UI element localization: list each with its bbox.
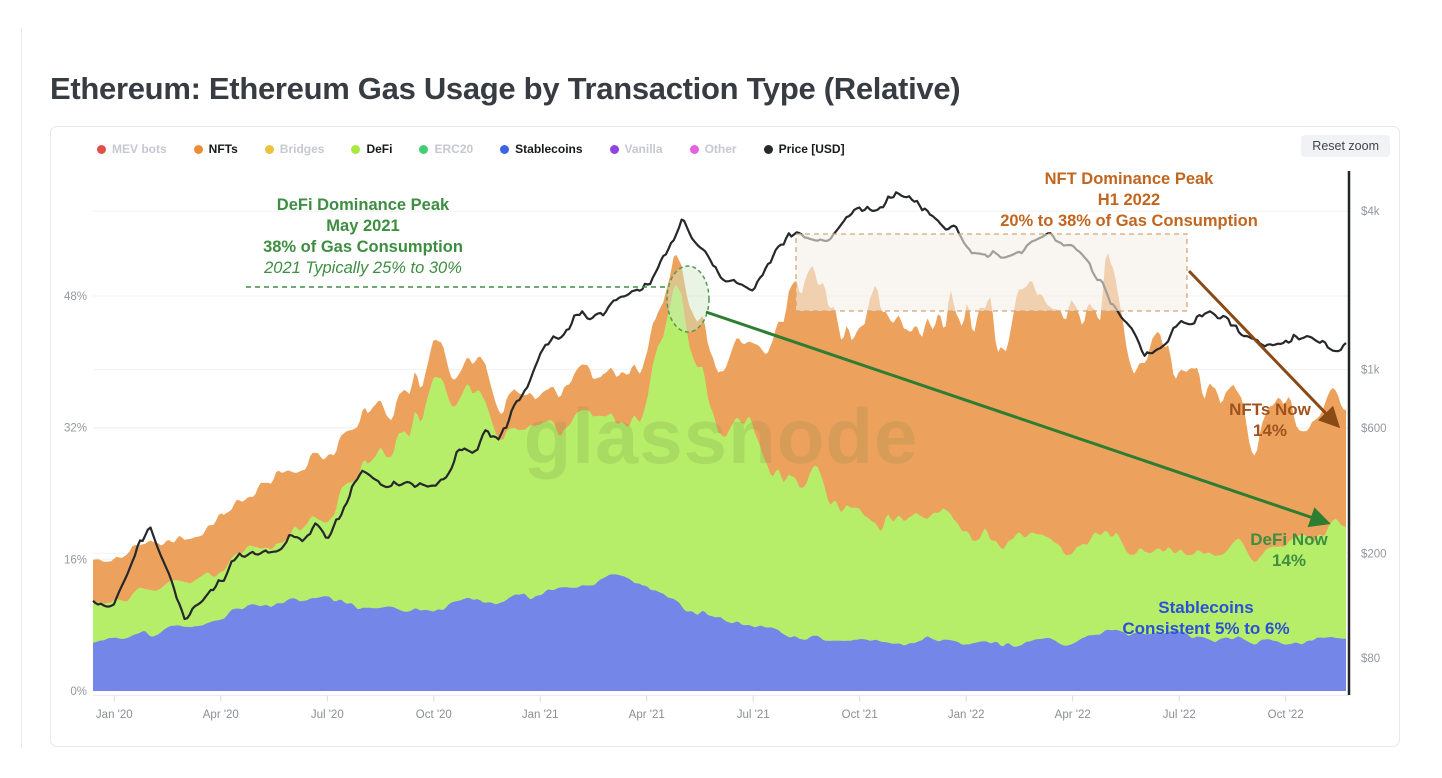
x-axis-label: Apr '20 <box>203 709 239 721</box>
area-stablecoins <box>93 574 1346 691</box>
legend-item-other[interactable]: Other <box>689 142 737 156</box>
x-axis: Jan '20 Apr '20 Jul '20 Oct '20 Jan '21 Apr '… <box>96 695 1304 721</box>
y-axis-right: $80 $200 $600 $1k $4k <box>1361 206 1387 665</box>
legend-dot <box>351 144 361 154</box>
y-axis-right-label: $4k <box>1361 206 1380 218</box>
chart-card: MEV bots NFTs Bridges DeFi ERC20 Stablecoins V… <box>50 126 1400 747</box>
left-divider <box>21 28 22 748</box>
y-axis-left-label: 32% <box>64 423 87 435</box>
x-axis-label: Jan '20 <box>96 709 133 721</box>
x-axis-label: Jan '21 <box>522 709 559 721</box>
legend-label: DeFi <box>366 142 393 156</box>
chart-plot-area[interactable]: Jan '20 Apr '20 Jul '20 Oct '20 Jan '21 Apr '… <box>51 127 1399 746</box>
legend-item-mev-bots[interactable]: MEV bots <box>97 142 167 156</box>
x-axis-label: Jan '22 <box>948 709 985 721</box>
x-axis-label: Oct '21 <box>842 709 878 721</box>
legend-label: Vanilla <box>624 142 663 156</box>
y-axis-right-label: $600 <box>1361 423 1387 435</box>
legend-dot <box>419 144 429 154</box>
legend-label: Bridges <box>279 142 325 156</box>
legend-dot <box>763 144 773 154</box>
x-axis-label: Oct '22 <box>1268 709 1304 721</box>
legend-dot <box>609 144 619 154</box>
legend-item-erc20[interactable]: ERC20 <box>419 142 473 156</box>
page-title: Ethereum: Ethereum Gas Usage by Transact… <box>50 70 961 106</box>
legend-label: Price [USD] <box>778 142 845 156</box>
x-axis-label: Apr '21 <box>629 709 665 721</box>
legend-item-nfts[interactable]: NFTs <box>193 142 238 156</box>
legend-item-bridges[interactable]: Bridges <box>264 142 325 156</box>
y-axis-right-label: $1k <box>1361 365 1380 377</box>
legend-label: Stablecoins <box>515 142 583 156</box>
y-axis-left-label: 16% <box>64 554 87 566</box>
y-axis-right-label: $200 <box>1361 548 1387 560</box>
legend-label: ERC20 <box>434 142 474 156</box>
legend-item-defi[interactable]: DeFi <box>351 142 392 156</box>
x-axis-label: Jul '20 <box>311 709 344 721</box>
reset-zoom-button[interactable]: Reset zoom <box>1301 135 1390 157</box>
legend-label: Other <box>704 142 737 156</box>
y-axis-left-label: 0% <box>70 686 87 698</box>
y-axis-left-label: 48% <box>64 291 87 303</box>
y-axis-right-label: $80 <box>1361 653 1380 665</box>
legend-dot <box>500 144 510 154</box>
legend-label: NFTs <box>208 142 238 156</box>
x-axis-label: Apr '22 <box>1055 709 1091 721</box>
legend-item-stablecoins[interactable]: Stablecoins <box>500 142 583 156</box>
legend: MEV bots NFTs Bridges DeFi ERC20 Stablecoins V… <box>97 138 845 160</box>
legend-dot <box>193 144 203 154</box>
legend-dot <box>97 144 106 154</box>
x-axis-label: Jul '22 <box>1163 709 1196 721</box>
y-axis-left: 0% 16% 32% 48% <box>64 291 87 698</box>
x-axis-label: Oct '20 <box>416 709 452 721</box>
x-axis-label: Jul '21 <box>737 709 770 721</box>
legend-item-vanilla[interactable]: Vanilla <box>609 142 663 156</box>
legend-label: MEV bots <box>112 142 167 156</box>
legend-dot <box>264 144 274 154</box>
legend-dot <box>689 144 699 154</box>
legend-item-price-usd-[interactable]: Price [USD] <box>763 142 845 156</box>
